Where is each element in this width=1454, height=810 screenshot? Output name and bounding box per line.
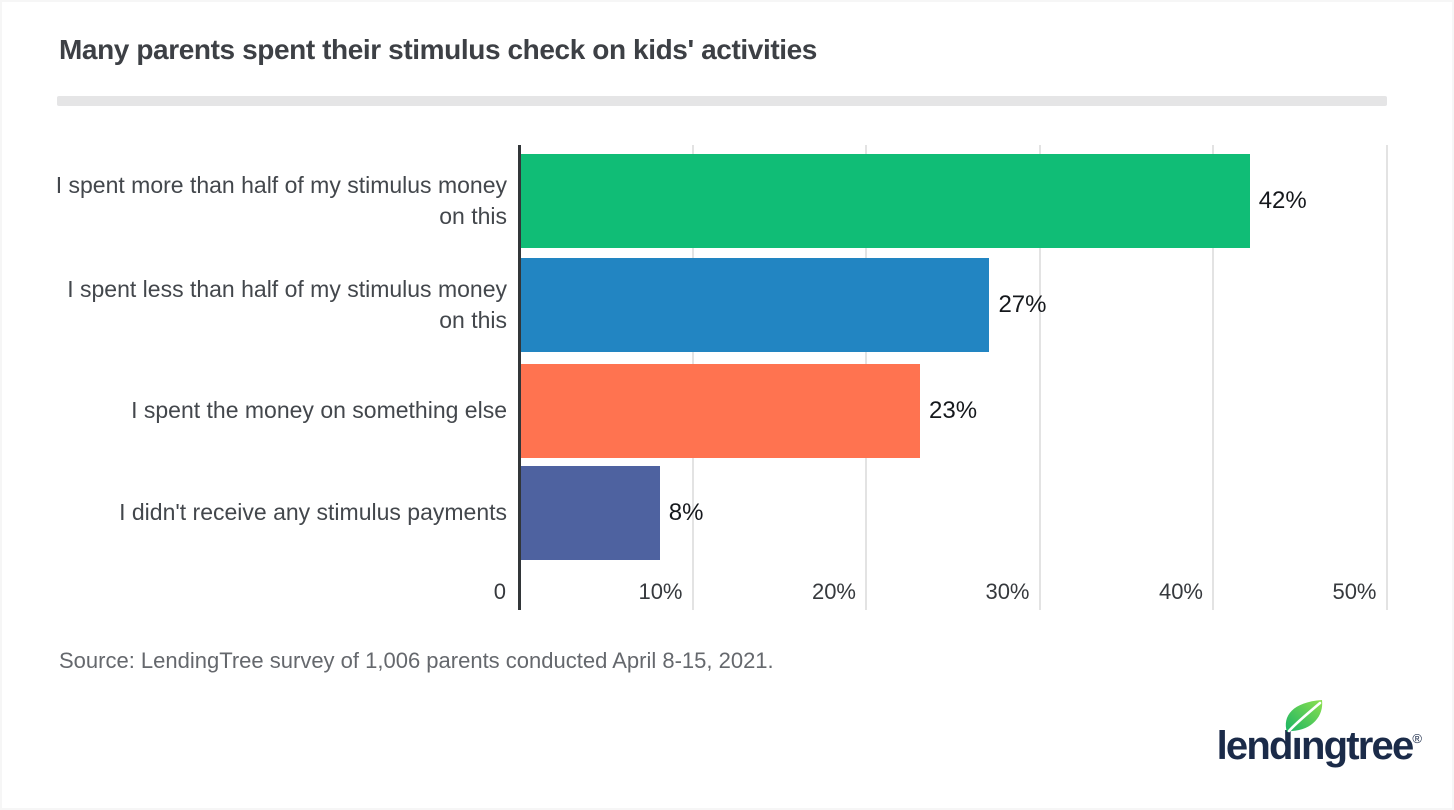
x-tick-label: 30% [985,579,1030,604]
bar-segment [521,466,660,560]
lendingtree-logo: lendı ngtree® [1216,700,1422,769]
x-tick-label: 0 [493,579,506,604]
category-label: I spent more than half of my stimulus mo… [55,171,507,229]
bar-segment [521,154,1250,248]
bar-segment [521,258,990,352]
bar-segment [521,364,921,458]
source-note: Source: LendingTree survey of 1,006 pare… [59,648,774,673]
value-label: 23% [929,397,978,424]
category-label: I spent less than half of my stimulus mo… [67,275,507,333]
x-tick-label: 20% [811,579,856,604]
value-label: 8% [668,499,704,526]
registered-mark: ® [1412,731,1422,746]
x-tick-label: 50% [1332,579,1377,604]
gridline-50 [1385,145,1388,610]
x-tick-label: 10% [638,579,683,604]
logo-letter-i: ı [1285,700,1322,769]
logo-text-after: ngtree [1300,724,1414,768]
value-label: 27% [998,291,1047,318]
chart-title: Many parents spent their stimulus check … [59,34,817,65]
x-tick-label: 40% [1158,579,1203,604]
y-axis-line [518,145,521,610]
gridline-30 [1038,145,1041,610]
category-label: I spent the money on something else [131,397,507,424]
title-divider [57,96,1387,106]
category-label: I didn't receive any stimulus payments [119,499,507,526]
gridline-40 [1212,145,1214,610]
leaf-icon [1285,700,1322,733]
logo-text-before: lend [1216,724,1294,768]
value-label: 42% [1258,187,1307,214]
